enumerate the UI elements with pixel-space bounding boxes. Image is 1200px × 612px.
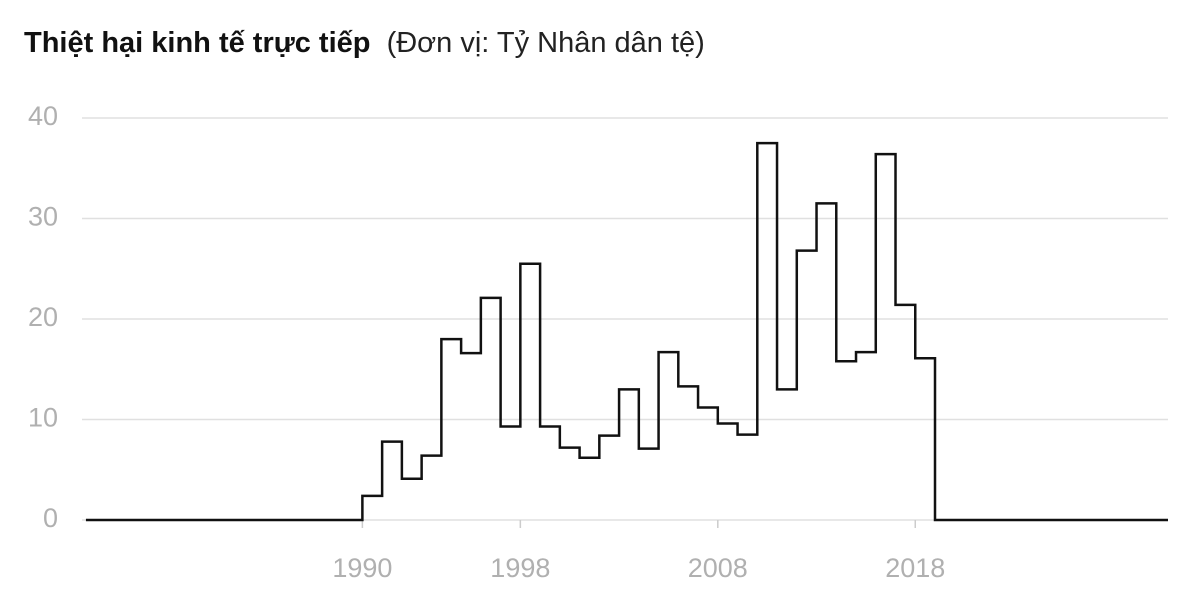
chart-heading: Thiệt hại kinh tế trực tiếp (Đơn vị: Tỷ …	[24, 27, 705, 59]
y-tick-label: 0	[43, 503, 58, 533]
data-line	[85, 141, 1168, 522]
x-tick-label: 2018	[885, 553, 945, 583]
y-tick-label: 20	[28, 302, 58, 332]
x-tick-label: 1990	[332, 553, 392, 583]
x-tick-label: 2008	[688, 553, 748, 583]
y-tick-label: 10	[28, 403, 58, 433]
y-tick-label: 40	[28, 101, 58, 131]
chart-title: Thiệt hại kinh tế trực tiếp	[24, 27, 371, 59]
x-tick-label: 1998	[490, 553, 550, 583]
y-tick-label: 30	[28, 202, 58, 232]
chart-subtitle: (Đơn vị: Tỷ Nhân dân tệ)	[387, 27, 705, 59]
